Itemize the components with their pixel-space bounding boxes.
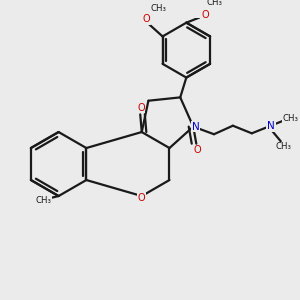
Text: CH₃: CH₃ (275, 142, 291, 151)
Text: CH₃: CH₃ (206, 0, 222, 8)
Text: O: O (138, 193, 146, 202)
Text: CH₃: CH₃ (35, 196, 51, 205)
Text: O: O (142, 14, 150, 24)
Text: N: N (192, 122, 200, 132)
Text: CH₃: CH₃ (283, 114, 299, 123)
Text: CH₃: CH₃ (151, 4, 166, 14)
Text: O: O (193, 146, 201, 155)
Text: N: N (267, 121, 275, 131)
Text: O: O (137, 103, 145, 112)
Text: O: O (201, 11, 209, 20)
